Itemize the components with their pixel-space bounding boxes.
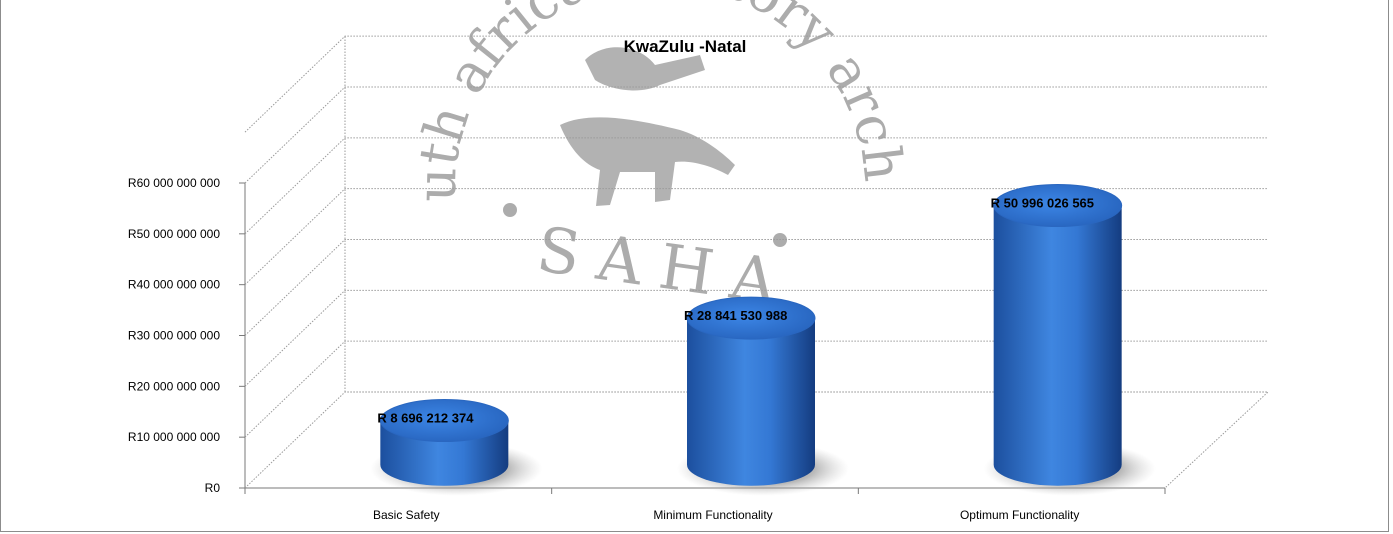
- x-category-label: Basic Safety: [373, 508, 440, 522]
- watermark-animal-icon: [560, 117, 735, 206]
- y-tick-label: R60 000 000 000: [128, 176, 220, 190]
- gridline: [244, 239, 1268, 336]
- bar-top: [379, 399, 509, 443]
- x-axis: Basic Safety Minimum Functionality Optimum…: [244, 488, 1166, 522]
- gridlines: [244, 35, 1268, 489]
- watermark-arc-text: south african history archive: [0, 0, 915, 203]
- data-label: R 8 696 212 374: [377, 411, 474, 426]
- x-category-label: Optimum Functionality: [960, 508, 1079, 522]
- y-tick-label: R0: [205, 481, 221, 495]
- gridline: [244, 391, 1268, 489]
- gridline: [244, 289, 1268, 387]
- data-label: R 50 996 026 565: [991, 195, 1094, 210]
- bar: [687, 318, 815, 486]
- gridline: [244, 340, 1268, 438]
- data-labels: R 8 696 212 374 R 28 841 530 988 R 50 996 …: [377, 195, 1094, 425]
- y-tick-label: R20 000 000 000: [128, 379, 220, 393]
- y-tick-label: R50 000 000 000: [128, 227, 220, 241]
- y-axis: R0 R10 000 000 000 R20 000 000 000 R30 000 …: [128, 176, 245, 495]
- bar: [993, 205, 1122, 486]
- x-category-label: Minimum Functionality: [653, 508, 772, 522]
- gridline: [244, 35, 1268, 133]
- saha-watermark: south african history archive SAHA: [0, 0, 915, 321]
- data-label: R 28 841 530 988: [684, 308, 787, 323]
- watermark-figure-icon: [585, 47, 705, 91]
- y-tick-label: R30 000 000 000: [128, 329, 220, 343]
- bar-top: [686, 296, 816, 340]
- gridline: [244, 137, 1268, 235]
- y-tick-label: R10 000 000 000: [128, 430, 220, 444]
- y-tick-label: R40 000 000 000: [128, 278, 220, 292]
- chart-title: KwaZulu -Natal: [624, 37, 747, 56]
- gridline: [244, 188, 1268, 286]
- bar-top: [993, 183, 1123, 227]
- watermark-dot-left: [503, 203, 517, 217]
- gridline: [244, 86, 1268, 184]
- bars: [370, 183, 1156, 496]
